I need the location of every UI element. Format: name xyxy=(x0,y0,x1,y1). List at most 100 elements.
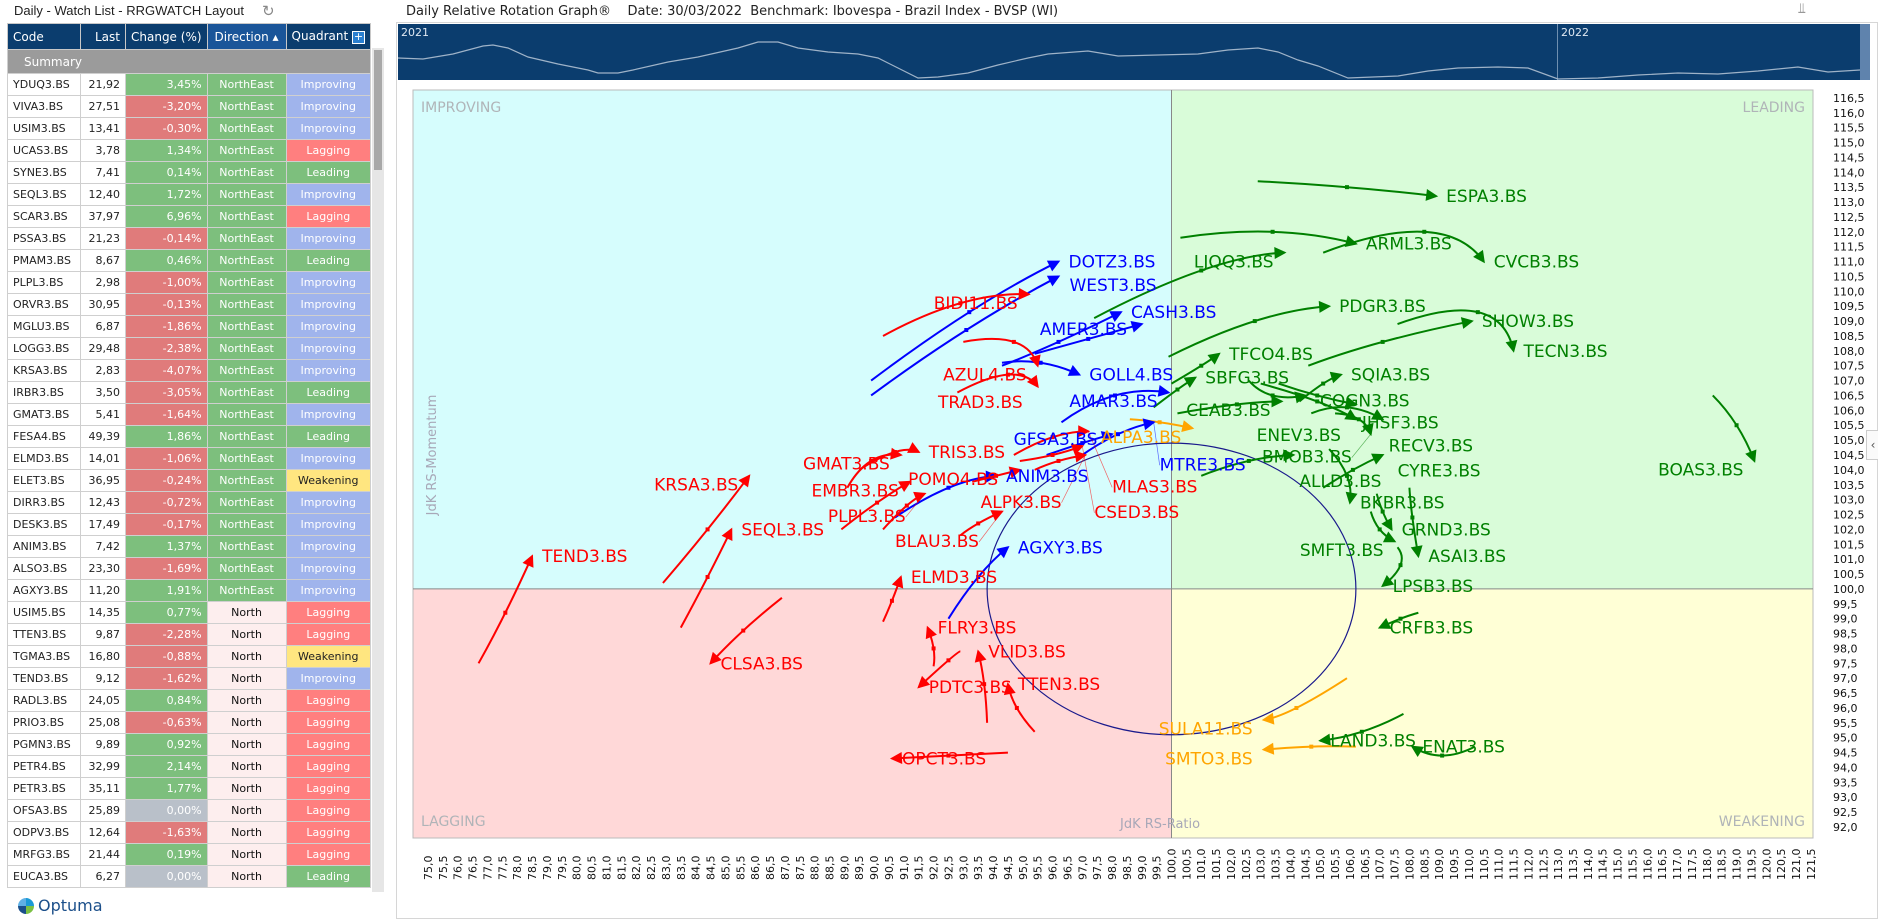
series-gfsa3-bs[interactable] xyxy=(1046,431,1114,456)
series-recv3-bs[interactable] xyxy=(1310,405,1385,421)
series-west3-bs[interactable] xyxy=(870,275,1061,397)
table-row[interactable]: PGMN3.BS 9,89 0,92% North Lagging xyxy=(7,733,372,756)
table-row[interactable]: PMAM3.BS 8,67 0,46% NorthEast Leading xyxy=(7,249,372,272)
series-amar3-bs[interactable] xyxy=(1060,384,1171,424)
table-row[interactable]: ELET3.BS 36,95 -0,24% NorthEast Weakening xyxy=(7,469,372,492)
column-header-quadrant[interactable]: Quadrant + xyxy=(285,23,372,50)
plus-icon[interactable]: + xyxy=(352,30,365,44)
chevron-left-icon[interactable]: ‹ xyxy=(1866,430,1878,460)
series-bmob3-bs[interactable] xyxy=(1335,412,1374,437)
table-row[interactable]: SCAR3.BS 37,97 6,96% NorthEast Lagging xyxy=(7,205,372,228)
series-land3-bs[interactable] xyxy=(1318,713,1404,746)
series-alpk3-bs[interactable] xyxy=(1034,450,1088,471)
series-lpsb3-bs[interactable] xyxy=(1381,546,1403,588)
series-embr3-bs[interactable] xyxy=(840,480,912,531)
series-espa3-bs[interactable] xyxy=(1257,180,1439,201)
series-cvcb3-bs[interactable] xyxy=(1322,229,1485,264)
table-row[interactable]: RADL3.BS 24,05 0,84% North Lagging xyxy=(7,689,372,712)
table-row[interactable]: PETR4.BS 32,99 2,14% North Lagging xyxy=(7,755,372,778)
series-alld3-bs[interactable] xyxy=(1200,449,1296,477)
pin-icon[interactable]: ⫫ xyxy=(1798,1,1806,17)
series-seql3-bs[interactable] xyxy=(679,527,733,629)
series-alpa3-bs[interactable] xyxy=(1129,418,1195,432)
table-row[interactable]: ALSO3.BS 23,30 -1,69% NorthEast Improving xyxy=(7,557,372,580)
table-row[interactable]: AGXY3.BS 11,20 1,91% NorthEast Improving xyxy=(7,579,372,602)
table-row[interactable]: DIRR3.BS 12,43 -0,72% NorthEast Improving xyxy=(7,491,372,514)
series-pdtc3-bs[interactable] xyxy=(917,650,961,689)
series-smft3-bs[interactable] xyxy=(1369,511,1397,543)
series-amer3-bs[interactable] xyxy=(1034,320,1144,355)
table-row[interactable]: MGLU3.BS 6,87 -1,86% NorthEast Improving xyxy=(7,315,372,338)
column-header-direction[interactable]: Direction ▴ xyxy=(206,23,287,50)
series-pomo4-bs[interactable] xyxy=(971,466,1022,483)
series-blau3-bs[interactable] xyxy=(959,510,1004,537)
series-boas3-bs[interactable] xyxy=(1712,394,1757,463)
series-sbfg3-bs[interactable] xyxy=(1153,376,1198,409)
series-plpl3-bs[interactable] xyxy=(882,491,927,531)
series-gmat3-bs[interactable] xyxy=(846,447,903,489)
series-tfco4-bs[interactable] xyxy=(1170,352,1221,385)
series-dotz3-bs[interactable] xyxy=(870,260,1061,382)
series-crfb3-bs[interactable] xyxy=(1377,611,1419,629)
series-sqia3-bs[interactable] xyxy=(1298,371,1343,403)
table-row[interactable]: ELMD3.BS 14,01 -1,06% NorthEast Improving xyxy=(7,447,372,470)
series-mtre3-bs[interactable] xyxy=(1081,418,1156,456)
table-row[interactable]: ANIM3.BS 7,42 1,37% NorthEast Improving xyxy=(7,535,372,558)
table-row[interactable]: UCAS3.BS 3,78 1,34% NorthEast Lagging xyxy=(7,139,372,162)
table-row[interactable]: PSSA3.BS 21,23 -0,14% NorthEast Improving xyxy=(7,227,372,250)
series-krsa3-bs[interactable] xyxy=(662,474,751,584)
series-sula11-bs[interactable] xyxy=(1261,677,1348,725)
navigator-handle[interactable] xyxy=(1860,24,1870,80)
series-ljqq3-bs[interactable] xyxy=(1093,247,1287,319)
table-row[interactable]: FESA4.BS 49,39 1,86% NorthEast Leading xyxy=(7,425,372,448)
table-row[interactable]: PLPL3.BS 2,98 -1,00% NorthEast Improving xyxy=(7,271,372,294)
series-tend3-bs[interactable] xyxy=(477,554,534,664)
timeline-navigator[interactable]: 2021 2022 xyxy=(398,24,1870,80)
scrollbar-thumb[interactable] xyxy=(374,50,382,170)
summary-row[interactable]: Summary xyxy=(7,49,371,74)
table-row[interactable]: SYNE3.BS 7,41 0,14% NorthEast Leading xyxy=(7,161,372,184)
series-grnd3-bs[interactable] xyxy=(1375,493,1393,532)
table-row[interactable]: LOGG3.BS 29,48 -2,38% NorthEast Improving xyxy=(7,337,372,360)
series-opct3-bs[interactable] xyxy=(889,751,1008,765)
series-goll4-bs[interactable] xyxy=(1001,360,1082,376)
column-header-change[interactable]: Change (%) xyxy=(125,23,208,50)
table-scrollbar[interactable] xyxy=(372,48,384,892)
series-elmd3-bs[interactable] xyxy=(882,575,904,623)
table-row[interactable]: SEQL3.BS 12,40 1,72% NorthEast Improving xyxy=(7,183,372,206)
table-row[interactable]: USIM5.BS 14,35 0,77% North Lagging xyxy=(7,601,372,624)
refresh-icon[interactable]: ↻ xyxy=(262,2,275,20)
column-header-code[interactable]: Code xyxy=(7,23,81,50)
series-bidi11-bs[interactable] xyxy=(882,287,1031,337)
table-row[interactable]: OFSA3.BS 25,89 0,00% North Lagging xyxy=(7,799,372,822)
table-row[interactable]: MRFG3.BS 21,44 0,19% North Lagging xyxy=(7,843,372,866)
series-mlas3-bs[interactable] xyxy=(1013,425,1091,456)
table-row[interactable]: ODPV3.BS 12,64 -1,63% North Lagging xyxy=(7,821,372,844)
series-bkbr3-bs[interactable] xyxy=(1328,448,1358,505)
series-azul4-bs[interactable] xyxy=(963,338,1041,368)
table-row[interactable]: DESK3.BS 17,49 -0,17% NorthEast Improving xyxy=(7,513,372,536)
series-csed3-bs[interactable] xyxy=(1019,443,1085,462)
table-row[interactable]: KRSA3.BS 2,83 -4,07% NorthEast Improving xyxy=(7,359,372,382)
table-row[interactable]: IRBR3.BS 3,50 -3,05% NorthEast Leading xyxy=(7,381,372,404)
series-enat3-bs[interactable] xyxy=(1410,745,1476,758)
series-trad3-bs[interactable] xyxy=(956,372,1039,394)
series-smto3-bs[interactable] xyxy=(1261,742,1356,755)
series-asai3-bs[interactable] xyxy=(1408,487,1423,559)
series-cyre3-bs[interactable] xyxy=(1322,453,1385,489)
table-row[interactable]: GMAT3.BS 5,41 -1,64% NorthEast Improving xyxy=(7,403,372,426)
table-row[interactable]: PETR3.BS 35,11 1,77% North Lagging xyxy=(7,777,372,800)
table-row[interactable]: TGMA3.BS 16,80 -0,88% North Weakening xyxy=(7,645,372,668)
series-tten3-bs[interactable] xyxy=(1003,682,1036,733)
series-pdgr3-bs[interactable] xyxy=(1168,300,1332,358)
series-clsa3-bs[interactable] xyxy=(709,597,783,665)
table-row[interactable]: EUCA3.BS 6,27 0,00% North Leading xyxy=(7,865,372,888)
column-header-last[interactable]: Last xyxy=(79,23,127,50)
series-ceab3-bs[interactable] xyxy=(1177,395,1284,415)
table-row[interactable]: TEND3.BS 9,12 -1,62% North Improving xyxy=(7,667,372,690)
series-agxy3-bs[interactable] xyxy=(947,546,1010,620)
series-flry3-bs[interactable] xyxy=(925,625,937,667)
series-vlid3-bs[interactable] xyxy=(974,649,989,723)
table-row[interactable]: YDUQ3.BS 21,92 3,45% NorthEast Improving xyxy=(7,73,372,96)
table-row[interactable]: ORVR3.BS 30,95 -0,13% NorthEast Improving xyxy=(7,293,372,316)
